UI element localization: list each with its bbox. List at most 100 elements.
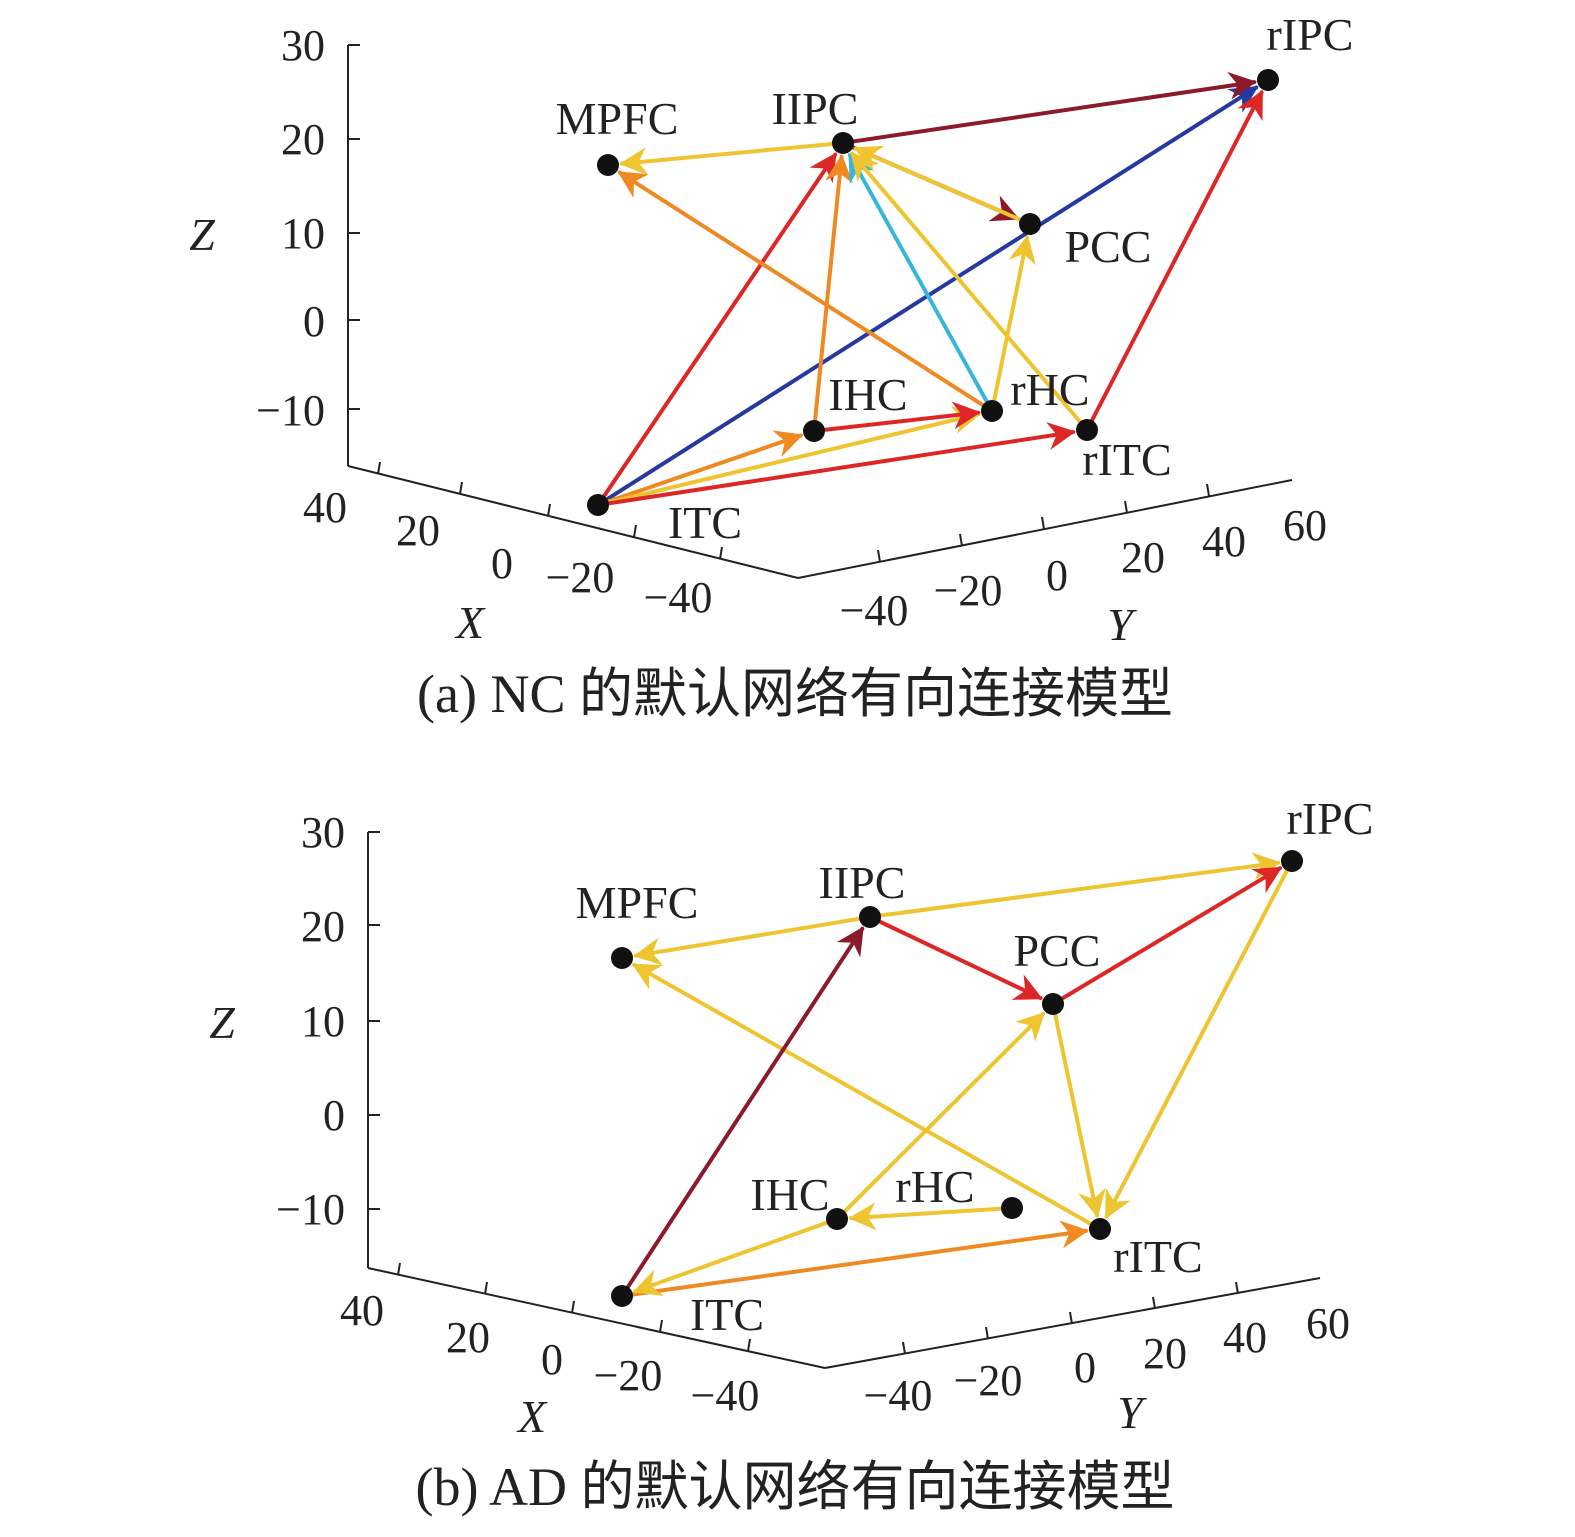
node-label-rhc: rHC bbox=[1010, 364, 1089, 415]
x-tick-label: 0 bbox=[491, 539, 513, 588]
x-tick-mark bbox=[484, 1281, 488, 1295]
node-rhc bbox=[1001, 1197, 1023, 1219]
x-tick-mark bbox=[571, 1300, 575, 1314]
edge-ripc-to-ritc bbox=[1104, 866, 1291, 1220]
node-label-pcc: PCC bbox=[1065, 221, 1152, 272]
y-tick-label: −40 bbox=[864, 1371, 933, 1420]
y-tick-label: −20 bbox=[934, 566, 1003, 615]
node-label-pcc: PCC bbox=[1014, 925, 1101, 976]
y-tick-label: 40 bbox=[1202, 517, 1246, 566]
node-mpfc bbox=[611, 947, 633, 969]
nodes bbox=[587, 69, 1279, 516]
y-tick-label: −20 bbox=[954, 1356, 1023, 1405]
y-axis-label: Y bbox=[1107, 599, 1137, 650]
node-label-itc: ITC bbox=[668, 497, 742, 548]
x-axis-label: X bbox=[454, 597, 486, 648]
y-tick-label: 60 bbox=[1283, 501, 1327, 550]
node-label-lhc: IHC bbox=[828, 369, 907, 420]
x-axis-line bbox=[347, 465, 799, 579]
z-tick-label: 20 bbox=[281, 115, 325, 164]
node-lipc bbox=[832, 132, 854, 154]
y-tick-label: 40 bbox=[1223, 1313, 1267, 1362]
x-axis-label: X bbox=[516, 1391, 548, 1442]
y-tick-mark bbox=[1206, 483, 1210, 497]
x-tick-label: 20 bbox=[446, 1313, 490, 1362]
node-pcc bbox=[1042, 993, 1064, 1015]
edge-itc-to-rhc bbox=[603, 406, 982, 506]
z-axis-label: Z bbox=[209, 997, 235, 1048]
z-tick-label: 10 bbox=[301, 997, 345, 1046]
node-label-lhc: IHC bbox=[750, 1169, 829, 1220]
y-tick-mark bbox=[1041, 516, 1045, 530]
x-tick-label: 0 bbox=[541, 1335, 563, 1384]
y-tick-mark bbox=[1152, 1296, 1156, 1310]
x-tick-label: −40 bbox=[691, 1371, 760, 1420]
edge-itc-to-ritc bbox=[603, 422, 1076, 506]
y-axis-label: Y bbox=[1117, 1387, 1147, 1438]
x-tick-label: 40 bbox=[340, 1286, 384, 1335]
y-tick-label: −40 bbox=[840, 586, 909, 635]
node-label-ritc: rITC bbox=[1082, 434, 1171, 485]
edge-ritc-to-ripc bbox=[1088, 89, 1264, 425]
node-lhc bbox=[803, 420, 825, 442]
node-label-mpfc: MPFC bbox=[556, 93, 679, 144]
caption-b: (b) AD 的默认网络有向连接模型 bbox=[416, 1457, 1175, 1517]
x-tick-mark bbox=[633, 524, 637, 538]
node-mpfc bbox=[597, 154, 619, 176]
z-axis-label: Z bbox=[189, 209, 215, 260]
x-tick-label: 40 bbox=[303, 483, 347, 532]
x-tick-mark bbox=[459, 481, 463, 495]
node-label-ripc: rIPC bbox=[1287, 793, 1374, 844]
node-ripc bbox=[1257, 69, 1279, 91]
y-tick-label: 60 bbox=[1306, 1299, 1350, 1348]
edge-lhc-to-lipc bbox=[812, 154, 854, 425]
y-tick-label: 0 bbox=[1074, 1343, 1096, 1392]
x-tick-mark bbox=[397, 1262, 401, 1276]
z-tick-label: −10 bbox=[256, 386, 325, 435]
node-lipc bbox=[859, 906, 881, 928]
axes bbox=[347, 44, 1293, 579]
panel-b: 30 20 10 0 −10 40 20 0 −20 −40 −40 −20 0… bbox=[209, 793, 1373, 1517]
node-ritc bbox=[1076, 419, 1098, 441]
edge-lipc-to-ripc bbox=[848, 71, 1257, 144]
edge-itc-to-lhc bbox=[603, 430, 804, 505]
x-axis-line bbox=[367, 1267, 826, 1369]
node-pcc bbox=[1019, 213, 1041, 235]
node-label-lipc: IIPC bbox=[772, 83, 859, 134]
z-tick-label: 30 bbox=[301, 808, 345, 857]
edge-pcc-to-ripc bbox=[1057, 866, 1283, 1002]
y-tick-label: 20 bbox=[1143, 1329, 1187, 1378]
edge-pcc-to-ritc bbox=[1052, 1009, 1106, 1219]
y-tick-mark bbox=[902, 1341, 906, 1355]
node-label-itc: ITC bbox=[690, 1289, 764, 1340]
z-tick-label: 10 bbox=[281, 209, 325, 258]
y-tick-mark bbox=[1124, 500, 1128, 514]
node-label-ripc: rIPC bbox=[1267, 9, 1354, 60]
z-tick-labels: 30 20 10 0 −10 bbox=[276, 808, 345, 1234]
x-tick-mark bbox=[719, 546, 723, 560]
edge-itc-to-lipc bbox=[624, 926, 865, 1292]
y-tick-label: 20 bbox=[1121, 533, 1165, 582]
z-tick-label: 0 bbox=[303, 297, 325, 346]
node-itc bbox=[611, 1285, 633, 1307]
x-tick-mark bbox=[377, 461, 381, 475]
z-tick-label: −10 bbox=[276, 1185, 345, 1234]
node-label-rhc: rHC bbox=[895, 1161, 974, 1212]
z-tick-label: 20 bbox=[301, 902, 345, 951]
y-tick-mark bbox=[1069, 1311, 1073, 1325]
x-tick-label: −40 bbox=[644, 573, 713, 622]
edge-rhc-to-pcc bbox=[991, 234, 1036, 406]
edge-itc-to-ritc bbox=[627, 1220, 1089, 1297]
x-tick-label: −20 bbox=[594, 1351, 663, 1400]
x-tick-label: 20 bbox=[396, 506, 440, 555]
edge-ritc-to-mpfc bbox=[631, 962, 1095, 1228]
x-tick-mark bbox=[547, 503, 551, 517]
edges bbox=[624, 852, 1291, 1297]
edge-lipc-to-mpfc bbox=[619, 141, 837, 176]
y-tick-labels: −40 −20 0 20 40 60 bbox=[864, 1299, 1350, 1420]
node-ripc bbox=[1281, 850, 1303, 872]
x-tick-labels: 40 20 0 −20 −40 bbox=[340, 1286, 759, 1420]
node-label-mpfc: MPFC bbox=[576, 877, 699, 928]
z-tick-label: 30 bbox=[281, 21, 325, 70]
edge-lhc-to-rhc bbox=[819, 401, 981, 433]
